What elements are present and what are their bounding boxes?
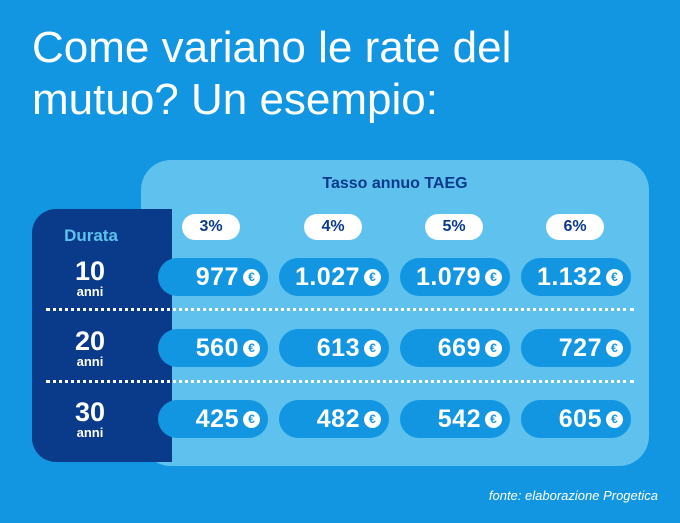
euro-icon: € [364, 339, 381, 357]
duration-header: Durata [64, 226, 118, 245]
installment-cell: 1.027 € [279, 258, 389, 296]
euro-icon: € [485, 410, 502, 428]
installment-value: 482 [316, 404, 360, 433]
euro-icon: € [485, 268, 502, 286]
duration-unit: anni [76, 425, 104, 440]
duration-panel [32, 209, 172, 462]
installment-cell: 727 € [521, 329, 631, 367]
euro-icon: € [364, 410, 381, 428]
duration-unit: anni [76, 284, 104, 299]
installment-cell: 542 € [400, 400, 510, 438]
installment-value: 1.027 [294, 262, 360, 291]
installment-value: 1.132 [536, 262, 602, 291]
euro-icon: € [606, 410, 623, 428]
installment-cell: 977 € [158, 258, 268, 296]
duration-row-label: 20 anni [32, 327, 148, 369]
duration-unit: anni [76, 354, 104, 369]
installment-value: 613 [316, 333, 360, 362]
euro-icon: € [606, 268, 623, 286]
euro-icon: € [606, 339, 623, 357]
installment-cell: 1.132 € [521, 258, 631, 296]
page-title: Come variano le rate del mutuo? Un esemp… [32, 23, 512, 124]
euro-icon: € [243, 339, 260, 357]
installment-cell: 560 € [158, 329, 268, 367]
duration-row-label: 30 anni [32, 398, 148, 440]
installment-cell: 669 € [400, 329, 510, 367]
rate-pill: 6% [546, 214, 604, 240]
row-divider [46, 308, 634, 311]
duration-years: 30 [74, 397, 106, 427]
source-note: fonte: elaborazione Progetica [488, 488, 658, 503]
installment-value: 425 [195, 404, 239, 433]
duration-years: 20 [74, 326, 106, 356]
installment-value: 1.079 [415, 262, 481, 291]
row-divider [46, 380, 634, 383]
installment-value: 727 [558, 333, 602, 362]
rate-pill: 4% [304, 214, 362, 240]
installment-value: 669 [437, 333, 481, 362]
euro-icon: € [243, 410, 260, 428]
installment-value: 542 [437, 404, 481, 433]
installment-cell: 605 € [521, 400, 631, 438]
euro-icon: € [364, 268, 381, 286]
rate-pill: 5% [425, 214, 483, 240]
rate-header: Tasso annuo TAEG [322, 175, 468, 192]
installment-value: 605 [558, 404, 602, 433]
duration-years: 10 [74, 256, 106, 286]
installment-cell: 482 € [279, 400, 389, 438]
installment-cell: 1.079 € [400, 258, 510, 296]
euro-icon: € [485, 339, 502, 357]
rate-pill: 3% [182, 214, 240, 240]
installment-cell: 613 € [279, 329, 389, 367]
installment-value: 560 [195, 333, 239, 362]
installment-cell: 425 € [158, 400, 268, 438]
installment-value: 977 [195, 262, 239, 291]
duration-row-label: 10 anni [32, 257, 148, 299]
euro-icon: € [243, 268, 260, 286]
